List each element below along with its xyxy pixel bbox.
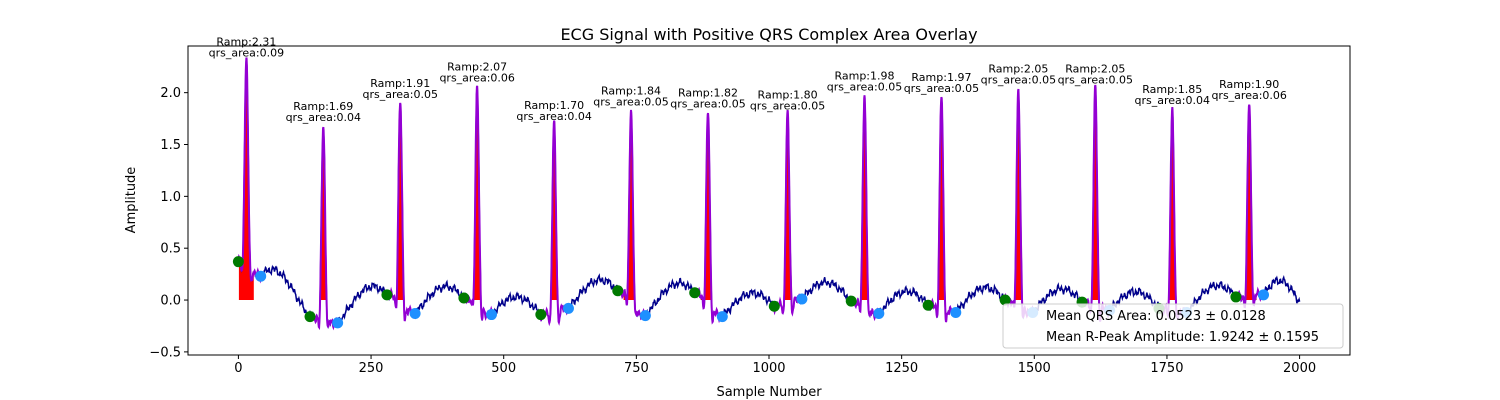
beat-annotations: Ramp:2.31qrs_area:0.09Ramp:1.69qrs_area:… (209, 36, 1287, 124)
qrs-area-label: qrs_area:0.04 (286, 111, 361, 124)
r-amp-label: Ramp:1.98 (834, 70, 894, 83)
qrs-area-label: qrs_area:0.04 (516, 110, 591, 123)
x-axis-ticks: 0 250 500 750 1000 1250 1500 1750 2000 (234, 355, 1316, 376)
legend-entry-qrs-area: Mean QRS Area: 0.0523 ± 0.0128 (1046, 309, 1266, 324)
qrs-area-label: qrs_area:0.05 (750, 99, 825, 112)
qrs-area-fills (238, 57, 1257, 301)
qrs-area-label: qrs_area:0.05 (827, 81, 902, 94)
qrs-area-label: qrs_area:0.05 (1058, 73, 1133, 86)
x-tick-label: 0 (234, 361, 242, 376)
qrs-offset-marker (562, 302, 574, 314)
y-axis-label: Amplitude (124, 167, 139, 234)
r-amp-label: Ramp:1.82 (678, 86, 738, 99)
qrs-onset-marker (304, 311, 316, 323)
r-amp-label: Ramp:1.84 (601, 84, 661, 97)
qrs-offset-marker (639, 310, 651, 322)
qrs-area-fill (623, 110, 639, 300)
qrs-segment (237, 57, 262, 284)
qrs-area-label: qrs_area:0.05 (904, 82, 979, 95)
qrs-area-fill (1011, 89, 1026, 300)
r-amp-label: Ramp:2.05 (1065, 62, 1125, 75)
x-tick-label: 750 (624, 361, 649, 376)
y-tick-label: −0.5 (149, 345, 181, 360)
r-amp-label: Ramp:2.31 (216, 36, 276, 49)
x-tick-label: 250 (359, 361, 384, 376)
qrs-onset-marker (381, 289, 393, 301)
qrs-onset-marker (999, 294, 1011, 306)
legend-entry-r-peak: Mean R-Peak Amplitude: 1.9242 ± 0.1595 (1046, 330, 1319, 345)
r-amp-label: Ramp:1.70 (524, 99, 584, 112)
qrs-offset-marker (409, 308, 421, 320)
qrs-onset-marker (1230, 291, 1242, 303)
qrs-offset-marker (716, 311, 728, 323)
x-tick-label: 1250 (885, 361, 918, 376)
qrs-area-label: qrs_area:0.04 (1135, 94, 1210, 107)
qrs-area-label: qrs_area:0.06 (1211, 89, 1286, 102)
qrs-area-fill (1087, 85, 1103, 300)
r-amp-label: Ramp:1.91 (370, 77, 430, 90)
qrs-area-label: qrs_area:0.09 (209, 47, 284, 60)
x-tick-label: 500 (491, 361, 516, 376)
qrs-area-label: qrs_area:0.06 (439, 71, 514, 84)
qrs-area-fill (392, 103, 408, 300)
qrs-offset-marker (255, 270, 267, 282)
r-amp-label: Ramp:2.05 (988, 62, 1048, 75)
qrs-area-fill (1241, 104, 1257, 300)
qrs-onset-marker (612, 285, 624, 297)
qrs-area-fill (857, 95, 872, 301)
qrs-offset-marker (1258, 289, 1270, 301)
qrs-area-fill (700, 113, 716, 300)
r-amp-label: Ramp:2.07 (447, 60, 507, 73)
chart-title: ECG Signal with Positive QRS Complex Are… (560, 25, 977, 44)
y-tick-label: 0.0 (160, 294, 181, 309)
qrs-area-label: qrs_area:0.05 (981, 73, 1056, 86)
x-tick-label: 1000 (752, 361, 785, 376)
qrs-onset-marker (535, 309, 547, 321)
y-tick-label: 0.5 (160, 242, 181, 257)
x-tick-label: 2000 (1283, 361, 1316, 376)
qrs-area-fill (315, 127, 331, 300)
qrs-area-fill (238, 57, 254, 300)
y-axis-ticks: −0.5 0.0 0.5 1.0 1.5 2.0 (149, 86, 188, 360)
qrs-area-fill (780, 110, 795, 300)
y-tick-label: 2.0 (160, 86, 181, 101)
qrs-offset-marker (332, 317, 344, 329)
r-amp-label: Ramp:1.85 (1142, 83, 1202, 96)
qrs-offset-marker (485, 309, 497, 321)
qrs-offset-marker (873, 308, 885, 320)
qrs-area-fill (546, 120, 562, 300)
y-tick-label: 1.0 (160, 190, 181, 205)
y-tick-label: 1.5 (160, 138, 181, 153)
x-tick-label: 1750 (1150, 361, 1183, 376)
x-tick-label: 1500 (1018, 361, 1051, 376)
r-amp-label: Ramp:1.97 (911, 71, 971, 84)
qrs-onset-marker (689, 287, 701, 299)
qrs-area-fill (469, 85, 485, 301)
qrs-area-fill (1164, 107, 1180, 300)
qrs-offset-marker (950, 306, 962, 318)
legend: Mean QRS Area: 0.0523 ± 0.0128 Mean R-Pe… (1002, 303, 1344, 349)
r-amp-label: Ramp:1.80 (758, 88, 818, 101)
qrs-onset-marker (922, 299, 934, 311)
qrs-offset-marker (796, 293, 808, 305)
qrs-onset-marker (768, 300, 780, 312)
r-amp-label: Ramp:1.69 (293, 100, 353, 113)
x-axis-label: Sample Number (716, 385, 822, 400)
qrs-onset-marker (845, 295, 857, 307)
r-amp-label: Ramp:1.90 (1219, 78, 1279, 91)
qrs-onset-marker (458, 292, 470, 304)
qrs-area-label: qrs_area:0.05 (363, 88, 438, 101)
qrs-area-label: qrs_area:0.05 (670, 97, 745, 110)
legend-box (1002, 303, 1344, 349)
qrs-area-fill (934, 97, 949, 300)
qrs-area-label: qrs_area:0.05 (593, 95, 668, 108)
qrs-onset-marker (232, 256, 244, 268)
plot-frame (187, 45, 1351, 356)
